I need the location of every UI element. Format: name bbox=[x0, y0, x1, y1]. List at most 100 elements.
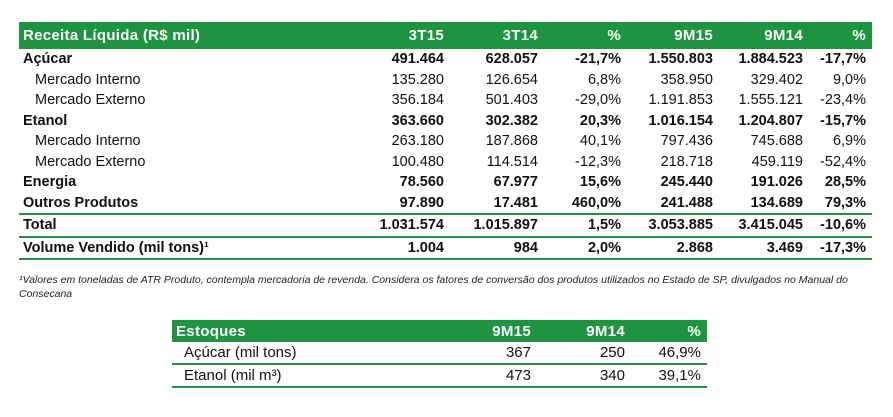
header-cell: % bbox=[544, 22, 627, 49]
row-label: Total bbox=[19, 213, 352, 237]
table-cell: 302.382 bbox=[485, 112, 538, 129]
table-row: Açúcar 491.464 628.057 -21,7% 1.550.803 … bbox=[19, 49, 872, 70]
table-cell: 46,9% bbox=[631, 342, 707, 365]
table-cell: -23,4% bbox=[820, 92, 866, 108]
table-cell: 1.191.853 bbox=[648, 92, 713, 108]
table-cell: 356.184 bbox=[391, 92, 444, 108]
table-cell: 459.119 bbox=[751, 153, 803, 170]
table-cell: 9,0% bbox=[832, 71, 866, 88]
header-cell: Receita Líquida (R$ mil) bbox=[19, 22, 352, 49]
table-cell: 1.204.807 bbox=[738, 112, 803, 129]
row-label: Etanol bbox=[23, 112, 68, 129]
table-cell: 460,0% bbox=[571, 194, 621, 211]
row-label: Mercado Externo bbox=[35, 153, 146, 170]
table-cell: 250 bbox=[537, 342, 631, 365]
table-cell: 67.977 bbox=[493, 174, 538, 190]
header-cell: 3T14 bbox=[450, 22, 544, 49]
table-cell: 17.481 bbox=[493, 194, 538, 211]
table-cell: 3.469 bbox=[719, 235, 809, 260]
row-label: Etanol (mil m³) bbox=[172, 364, 443, 388]
table-cell: 187.868 bbox=[485, 133, 538, 149]
row-label: Açúcar (mil tons) bbox=[172, 342, 443, 365]
stock-table-header: Estoques 9M15 9M14 % bbox=[172, 320, 707, 342]
header-cell: 9M15 bbox=[627, 22, 719, 49]
table-cell: 263.180 bbox=[391, 133, 444, 149]
row-label: Açúcar bbox=[23, 51, 73, 67]
table-cell: 79,3% bbox=[824, 194, 866, 211]
header-cell: 9M14 bbox=[537, 320, 631, 342]
table-cell: 628.057 bbox=[485, 51, 538, 67]
table-cell: 329.402 bbox=[750, 71, 803, 88]
table-cell: 39,1% bbox=[631, 364, 707, 388]
table-row: Etanol 363.660 302.382 20,3% 1.016.154 1… bbox=[19, 111, 872, 132]
table-cell: 3.415.045 bbox=[719, 213, 809, 237]
header-cell: Estoques bbox=[172, 320, 443, 342]
table-cell: 114.514 bbox=[486, 153, 538, 170]
table-cell: -10,6% bbox=[809, 213, 872, 237]
table-cell: -15,7% bbox=[820, 112, 866, 129]
table-cell: 126.654 bbox=[485, 71, 538, 88]
table-cell: 245.440 bbox=[660, 174, 713, 190]
table-row: Mercado Externo 100.480 114.514 -12,3% 2… bbox=[19, 152, 872, 173]
table-cell: 218.718 bbox=[660, 153, 713, 170]
table-cell: -12,3% bbox=[575, 153, 621, 170]
table-cell: 97.890 bbox=[399, 194, 444, 211]
header-cell: % bbox=[631, 320, 707, 342]
table-cell: 1,5% bbox=[544, 213, 627, 237]
table-row: Outros Produtos 97.890 17.481 460,0% 241… bbox=[19, 193, 872, 215]
table-cell: 1.550.803 bbox=[648, 51, 713, 67]
header-cell: 3T15 bbox=[352, 22, 450, 49]
row-label: Outros Produtos bbox=[23, 194, 139, 211]
table-row: Mercado Interno 135.280 126.654 6,8% 358… bbox=[19, 70, 872, 91]
row-label: Energia bbox=[23, 174, 77, 190]
table-cell: 1.884.523 bbox=[738, 51, 803, 67]
table-cell: 191.026 bbox=[750, 174, 803, 190]
table-cell: 15,6% bbox=[579, 174, 621, 190]
table-cell: 20,3% bbox=[579, 112, 621, 129]
table-cell: 1.015.897 bbox=[450, 213, 544, 237]
header-cell: % bbox=[809, 22, 872, 49]
row-label: Mercado Interno bbox=[35, 71, 141, 88]
table-row: Mercado Interno 263.180 187.868 40,1% 79… bbox=[19, 131, 872, 152]
revenue-table-header: Receita Líquida (R$ mil) 3T15 3T14 % 9M1… bbox=[19, 22, 872, 49]
table-cell: -52,4% bbox=[820, 153, 866, 170]
table-cell: 367 bbox=[443, 342, 537, 365]
header-cell: 9M14 bbox=[719, 22, 809, 49]
table-cell: 241.488 bbox=[660, 194, 713, 211]
row-label: Mercado Externo bbox=[35, 92, 146, 108]
table-cell: 984 bbox=[450, 235, 544, 260]
table-cell: 1.031.574 bbox=[352, 213, 450, 237]
footnote: ¹Valores em toneladas de ATR Produto, co… bbox=[19, 274, 848, 300]
volume-row: Volume Vendido (mil tons)¹ 1.004 984 2,0… bbox=[19, 235, 872, 260]
table-cell: 78.560 bbox=[399, 174, 444, 190]
table-cell: 745.688 bbox=[750, 133, 803, 149]
table-cell: -17,3% bbox=[809, 235, 872, 260]
table-cell: 358.950 bbox=[660, 71, 713, 88]
table-cell: 2,0% bbox=[544, 235, 627, 260]
table-cell: 135.280 bbox=[391, 71, 444, 88]
table-cell: 473 bbox=[443, 364, 537, 388]
table-row: Energia 78.560 67.977 15,6% 245.440 191.… bbox=[19, 172, 872, 193]
table-cell: 6,8% bbox=[587, 71, 621, 88]
table-cell: 491.464 bbox=[391, 51, 444, 67]
row-label: Volume Vendido (mil tons)¹ bbox=[19, 235, 352, 260]
table-cell: 501.403 bbox=[485, 92, 538, 108]
table-cell: 28,5% bbox=[824, 174, 866, 190]
table-cell: -17,7% bbox=[820, 51, 866, 67]
table-cell: 2.868 bbox=[627, 235, 719, 260]
table-cell: 363.660 bbox=[391, 112, 444, 129]
table-row: Açúcar (mil tons) 367 250 46,9% bbox=[172, 342, 707, 365]
table-cell: 1.016.154 bbox=[648, 112, 713, 129]
table-row: Mercado Externo 356.184 501.403 -29,0% 1… bbox=[19, 90, 872, 111]
table-cell: 1.555.121 bbox=[738, 92, 803, 108]
table-cell: -29,0% bbox=[575, 92, 621, 108]
table-cell: 6,9% bbox=[832, 133, 866, 149]
table-cell: 3.053.885 bbox=[627, 213, 719, 237]
row-label: Mercado Interno bbox=[35, 133, 141, 149]
table-cell: 340 bbox=[537, 364, 631, 388]
revenue-table: Receita Líquida (R$ mil) 3T15 3T14 % 9M1… bbox=[19, 22, 872, 260]
header-cell: 9M15 bbox=[443, 320, 537, 342]
table-cell: 134.689 bbox=[750, 194, 803, 211]
table-row: Etanol (mil m³) 473 340 39,1% bbox=[172, 364, 707, 388]
table-cell: 1.004 bbox=[352, 235, 450, 260]
